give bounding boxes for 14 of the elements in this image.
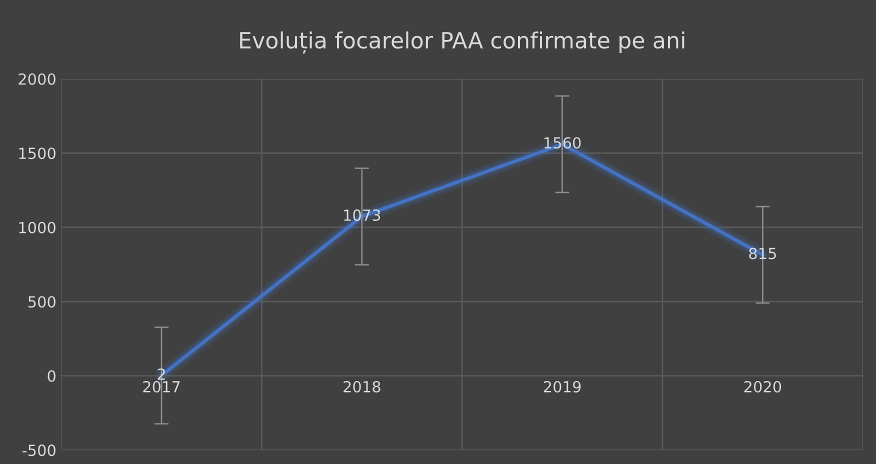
y-tick-label: 2000 [18,73,56,85]
y-tick-label: 1000 [19,222,56,234]
data-label: 815 [749,248,776,260]
y-tick-label: 0 [48,370,56,382]
x-tick-label: 2020 [744,380,782,393]
x-tick-label: 2018 [344,380,380,393]
data-label: 2 [158,368,165,380]
chart-title: Evoluția focarelor PAA confirmate pe ani [240,31,684,54]
y-tick-label: 500 [28,296,56,308]
data-label: 1560 [544,137,581,149]
y-tick-label: 1500 [19,148,56,160]
x-tick-label: 2017 [143,380,180,393]
x-tick-label: 2019 [544,380,581,393]
y-tick-label: -500 [22,444,56,456]
